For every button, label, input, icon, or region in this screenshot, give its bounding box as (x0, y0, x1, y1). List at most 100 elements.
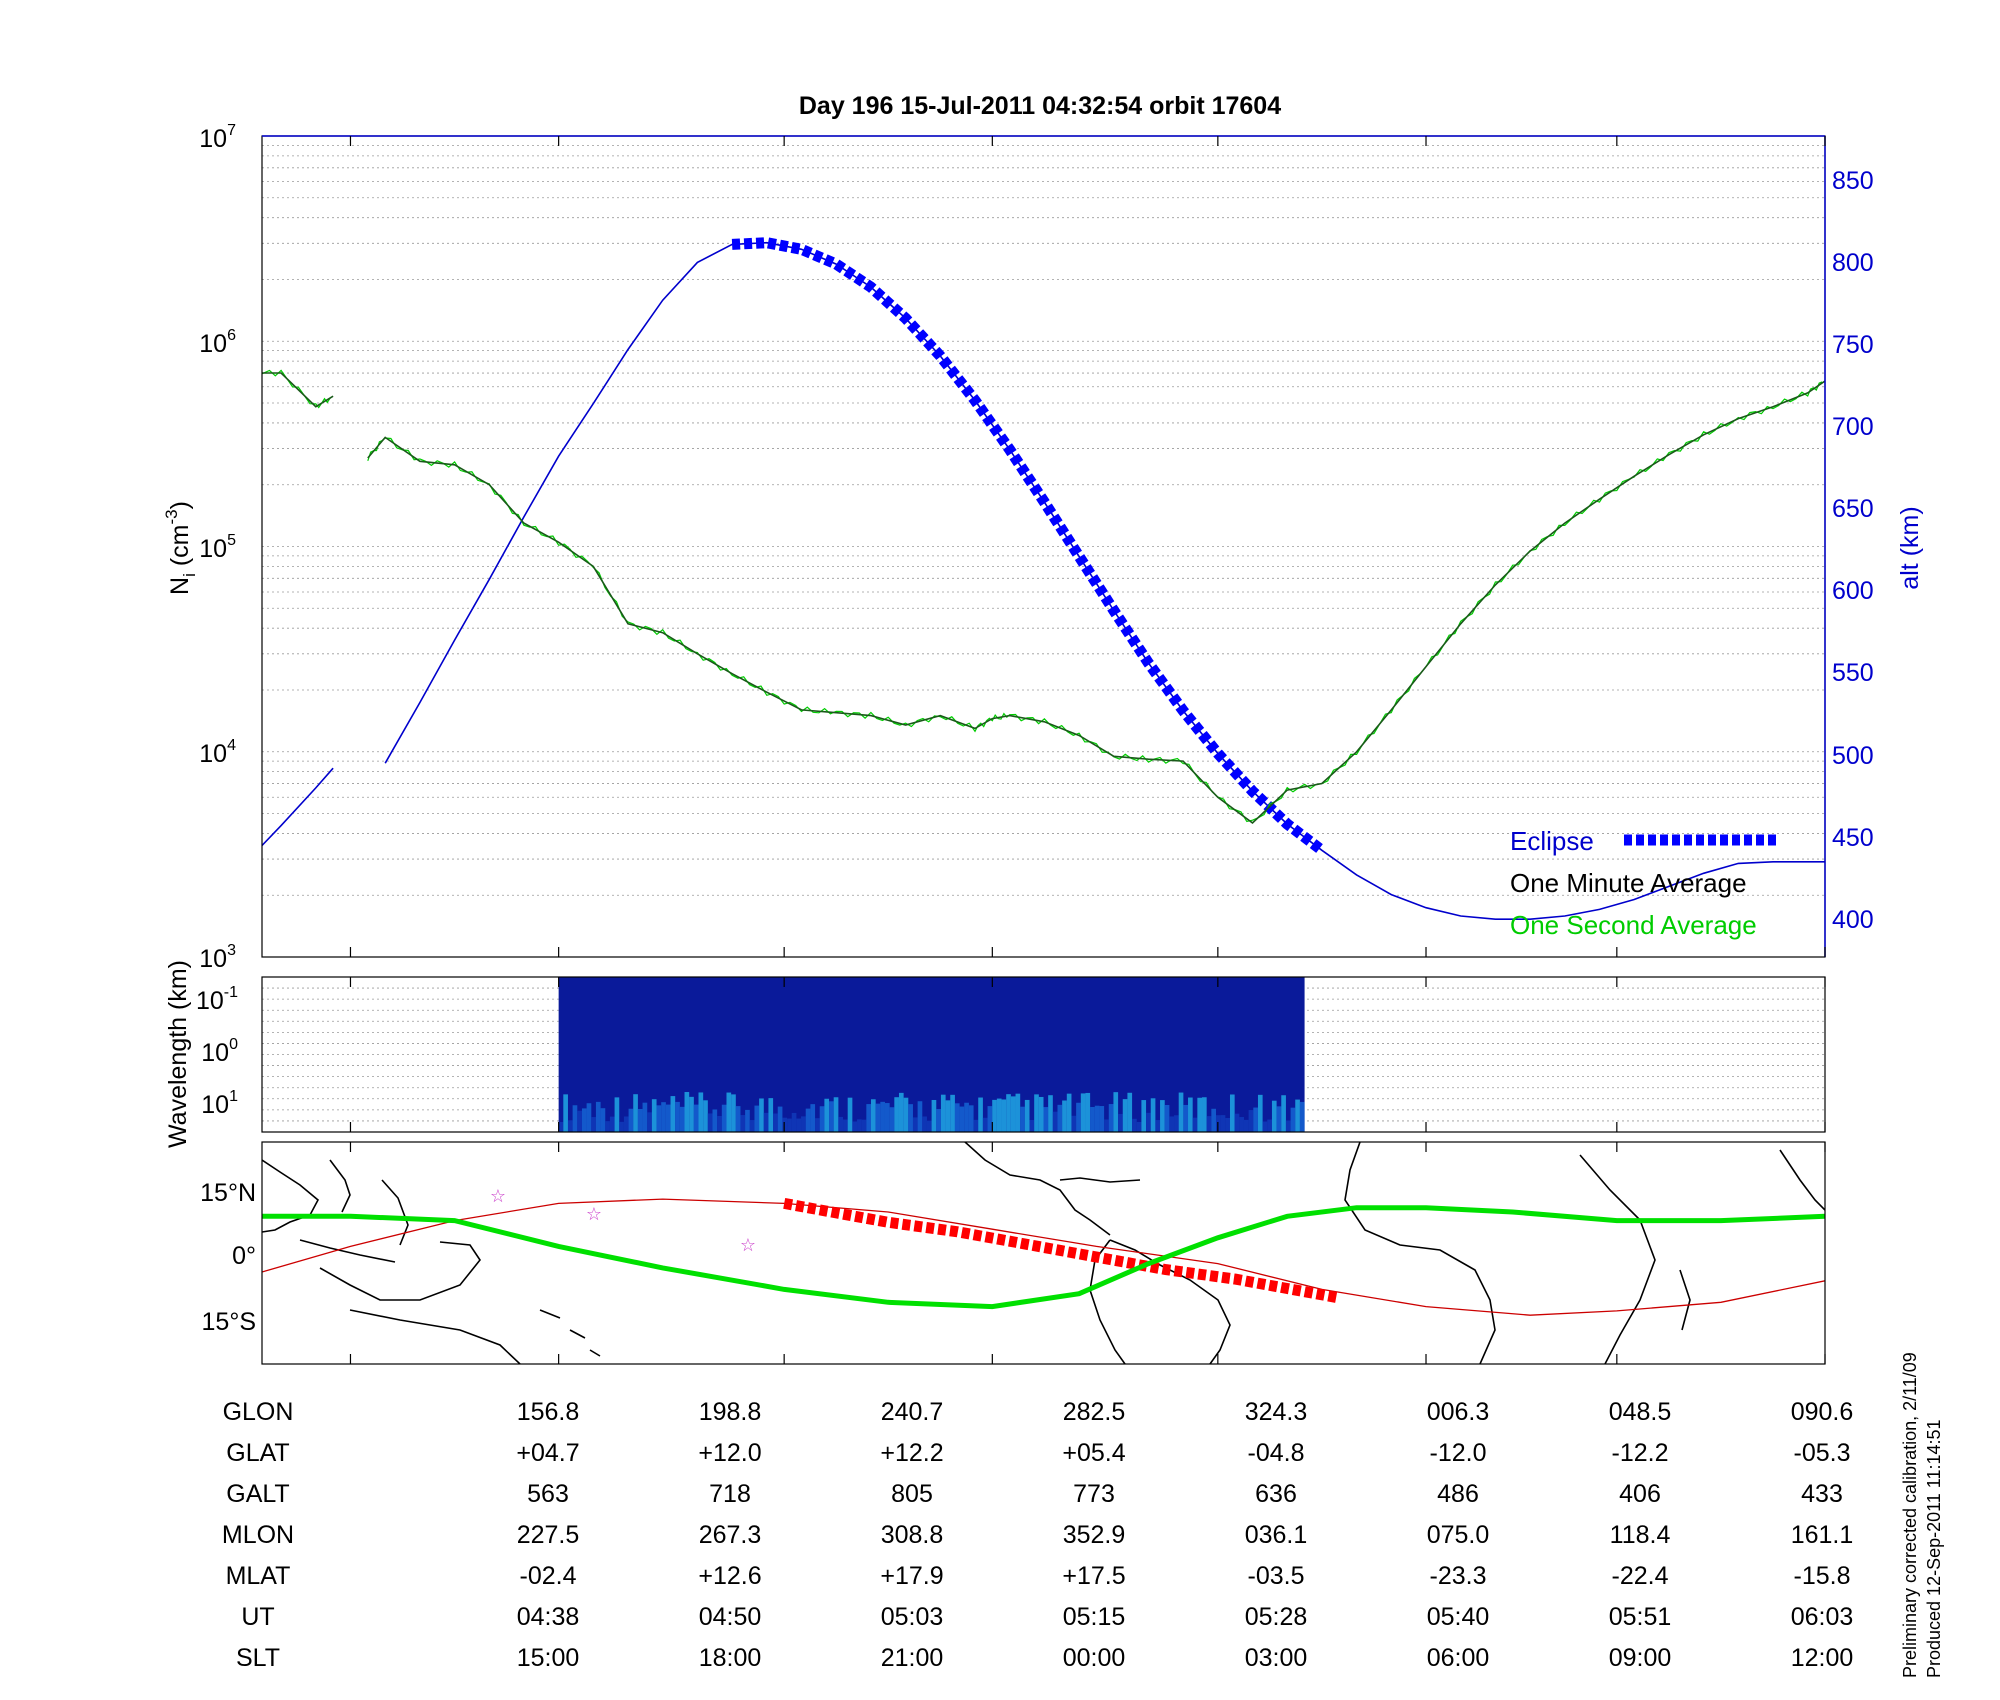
spectrogram-column (1285, 1120, 1291, 1132)
table-cell: 352.9 (1063, 1521, 1126, 1549)
table-cell: 805 (891, 1480, 933, 1508)
spectrogram-column (917, 1101, 923, 1132)
spectrogram-column (577, 1110, 582, 1132)
table-cell: -12.0 (1430, 1439, 1487, 1467)
spectrogram-column (717, 1115, 722, 1132)
spectrogram-image (558, 977, 1305, 1132)
map-x-ticks (349, 1142, 1826, 1364)
spectrogram-column (600, 1108, 606, 1132)
spectrogram-column (838, 1116, 844, 1132)
coast-africa-east (1579, 1154, 1656, 1364)
spectrogram-column (931, 1099, 937, 1132)
table-cell: 324.3 (1245, 1398, 1308, 1426)
spectrogram-column (884, 1103, 890, 1132)
table-cell: 267.3 (699, 1521, 762, 1549)
table-cell: 198.8 (699, 1398, 762, 1426)
spectrogram-column (642, 1102, 648, 1132)
spectrogram-column (749, 1120, 755, 1132)
spectrogram-column (1192, 1117, 1198, 1132)
spectrogram-column (866, 1104, 872, 1132)
table-cell: 048.5 (1609, 1398, 1672, 1426)
magnetometer-star-icon: ☆ (586, 1204, 602, 1225)
table-cell: 04:50 (699, 1603, 762, 1631)
magnetometer-star-icon: ☆ (490, 1186, 506, 1207)
spectrogram-column (819, 1106, 825, 1132)
table-row-label: SLT (236, 1644, 280, 1672)
spectrogram-column (572, 1105, 578, 1132)
spectrogram-column (1052, 1111, 1058, 1132)
spectrogram-column (1034, 1094, 1039, 1132)
table-cell: -12.2 (1612, 1439, 1669, 1467)
spectrogram-column (978, 1097, 983, 1132)
spectrogram-column (1104, 1119, 1109, 1132)
spectrogram-column (1202, 1097, 1207, 1132)
spectrogram-column (1160, 1100, 1165, 1132)
table-cell: -22.4 (1612, 1562, 1669, 1590)
spectrogram-column (1108, 1104, 1114, 1132)
spectrogram-column (563, 1094, 568, 1132)
spectrogram-column (628, 1108, 634, 1132)
density-gridlines (262, 144, 1825, 958)
spectrogram-column (1197, 1097, 1203, 1132)
lat-tick-15n: 15°N (200, 1179, 256, 1207)
table-cell: 240.7 (881, 1398, 944, 1426)
spectrogram-column (1234, 1113, 1240, 1132)
table-cell: 05:15 (1063, 1603, 1126, 1631)
density-x-ticks (349, 136, 1826, 957)
spectrogram-column (595, 1101, 601, 1132)
table-cell: 406 (1619, 1480, 1661, 1508)
spectrogram-column (973, 1119, 979, 1132)
lat-tick-0: 0° (232, 1242, 256, 1270)
spectrogram-column (609, 1116, 615, 1132)
coast-indonesia (299, 1239, 396, 1263)
spectrogram-column (721, 1104, 727, 1132)
spectrogram-column (768, 1098, 774, 1132)
spectrogram-column (1299, 1101, 1305, 1132)
table-cell: 15:00 (517, 1644, 580, 1672)
spectrogram-column (567, 1120, 573, 1132)
spectrogram-column (796, 1118, 802, 1132)
spectrogram-column (675, 1101, 680, 1132)
spectrogram-column (605, 1121, 610, 1132)
table-row-label: GLAT (226, 1439, 289, 1467)
spectrogram-column (1169, 1116, 1175, 1132)
alt-tick-800: 800 (1832, 249, 1874, 277)
spectrogram-column (614, 1097, 620, 1132)
spectrogram-column (1118, 1113, 1123, 1132)
spectrogram-column (637, 1108, 643, 1132)
spectrogram-column (1038, 1096, 1044, 1132)
coast-australia (349, 1309, 521, 1364)
spectrogram-column (964, 1102, 969, 1132)
alt-tick-650: 650 (1832, 495, 1874, 523)
spectrogram-column (623, 1116, 629, 1132)
y-tick-1e6: 106 (199, 327, 236, 358)
table-cell: 006.3 (1427, 1398, 1490, 1426)
spectrogram-column (815, 1118, 820, 1132)
spectrogram-column (1020, 1106, 1025, 1132)
table-cell: 563 (527, 1480, 569, 1508)
spectrogram-column (1001, 1099, 1007, 1132)
spectrogram-column (1141, 1100, 1147, 1132)
alt-tick-500: 500 (1832, 742, 1874, 770)
wavelength-tick-1e0: 100 (201, 1036, 238, 1067)
spectrogram-column (945, 1100, 951, 1132)
spectrogram-column (875, 1103, 881, 1132)
spectrogram-column (1253, 1107, 1258, 1132)
spectrogram-column (1229, 1094, 1235, 1132)
spectrogram-column (1164, 1104, 1170, 1132)
spectrogram-column (954, 1103, 960, 1132)
spectrogram-column (619, 1121, 624, 1132)
spectrogram-column (1281, 1095, 1286, 1132)
table-cell: 161.1 (1791, 1521, 1854, 1549)
spectrogram-column (810, 1104, 816, 1132)
chart-title: Day 196 15-Jul-2011 04:32:54 orbit 17604 (799, 92, 1281, 120)
spectrogram-column (1262, 1121, 1268, 1132)
spectrogram-column (1146, 1112, 1151, 1132)
table-row-label: UT (241, 1603, 274, 1631)
produced-note: Produced 12-Sep-2011 11:14:51 (1924, 1419, 1944, 1678)
table-row-label: GLON (223, 1398, 294, 1426)
spectrogram-column (693, 1104, 699, 1132)
spectrogram-column (1015, 1093, 1021, 1132)
spectrogram-column (740, 1115, 746, 1132)
